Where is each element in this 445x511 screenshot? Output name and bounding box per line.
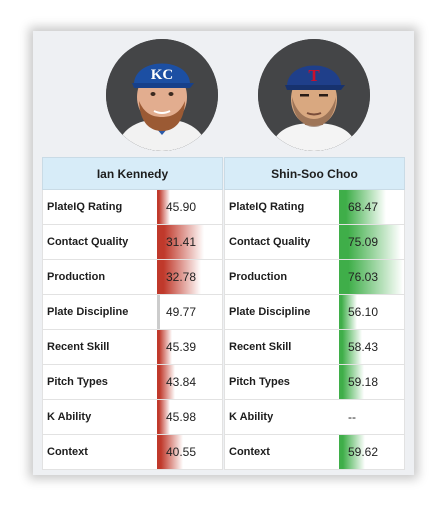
metric-value-cell: 49.77 bbox=[157, 295, 222, 329]
metric-row: Recent Skill 58.43 bbox=[224, 330, 405, 365]
metric-label: Context bbox=[47, 446, 88, 458]
metric-value-cell: 58.43 bbox=[339, 330, 404, 364]
metric-label: Contact Quality bbox=[47, 236, 129, 248]
metric-value-cell: 76.03 bbox=[339, 260, 404, 294]
svg-text:T: T bbox=[308, 66, 320, 85]
metric-value: 31.41 bbox=[166, 235, 197, 249]
metric-value: 58.43 bbox=[348, 340, 379, 354]
player-headshot-icon: T bbox=[258, 39, 370, 151]
metric-value-cell: 59.62 bbox=[339, 435, 404, 469]
metric-row: K Ability 45.98 bbox=[42, 400, 223, 435]
metric-value: 40.55 bbox=[166, 445, 197, 459]
metric-value-cell: 75.09 bbox=[339, 225, 404, 259]
metric-label: K Ability bbox=[47, 411, 92, 423]
metric-value-cell: 45.39 bbox=[157, 330, 222, 364]
metric-value-cell: 32.78 bbox=[157, 260, 222, 294]
metric-label: Recent Skill bbox=[47, 341, 110, 353]
metric-value-cell: 59.18 bbox=[339, 365, 404, 399]
metric-row: Contact Quality 31.41 bbox=[42, 225, 223, 260]
metric-label: Context bbox=[229, 446, 270, 458]
metric-value-cell: 68.47 bbox=[339, 190, 404, 224]
metric-row: PlateIQ Rating 45.90 bbox=[42, 190, 223, 225]
metric-row: Production 32.78 bbox=[42, 260, 223, 295]
metric-row: Plate Discipline 49.77 bbox=[42, 295, 223, 330]
metric-label: K Ability bbox=[229, 411, 274, 423]
metric-value: 49.77 bbox=[166, 305, 197, 319]
metric-label: Pitch Types bbox=[47, 376, 108, 388]
metric-value: 68.47 bbox=[348, 200, 379, 214]
metric-row: Recent Skill 45.39 bbox=[42, 330, 223, 365]
player-avatar-left: KC bbox=[106, 39, 218, 151]
metric-value: 43.84 bbox=[166, 375, 197, 389]
player-column-right: Shin-Soo Choo PlateIQ Rating 68.47 Contact… bbox=[224, 157, 405, 470]
metric-value: 75.09 bbox=[348, 235, 379, 249]
player-name-header: Shin-Soo Choo bbox=[224, 157, 405, 190]
metric-row: Pitch Types 43.84 bbox=[42, 365, 223, 400]
metric-row: Context 59.62 bbox=[224, 435, 405, 470]
metric-row: PlateIQ Rating 68.47 bbox=[224, 190, 405, 225]
metric-value: 59.62 bbox=[348, 445, 379, 459]
player-column-left: Ian Kennedy PlateIQ Rating 45.90 Contact Q… bbox=[42, 157, 223, 470]
metric-value: 76.03 bbox=[348, 270, 379, 284]
metric-value: -- bbox=[348, 410, 356, 424]
metric-value: 45.39 bbox=[166, 340, 197, 354]
player-name-header: Ian Kennedy bbox=[42, 157, 223, 190]
player-avatar-right: T bbox=[258, 39, 370, 151]
metric-row: K Ability -- bbox=[224, 400, 405, 435]
metric-row: Contact Quality 75.09 bbox=[224, 225, 405, 260]
metric-value: 56.10 bbox=[348, 305, 379, 319]
metric-row: Context 40.55 bbox=[42, 435, 223, 470]
metric-label: Production bbox=[47, 271, 106, 283]
svg-text:KC: KC bbox=[151, 67, 174, 83]
metric-value-cell: 45.90 bbox=[157, 190, 222, 224]
player-comparison-card: KC T Ian Kennedy PlateIQ Rating 45.90 Cont… bbox=[33, 31, 414, 475]
metric-label: PlateIQ Rating bbox=[47, 201, 123, 213]
metric-value: 32.78 bbox=[166, 270, 197, 284]
player-headshot-icon: KC bbox=[106, 39, 218, 151]
metric-row: Pitch Types 59.18 bbox=[224, 365, 405, 400]
metric-label: Plate Discipline bbox=[229, 306, 311, 318]
metric-value: 45.90 bbox=[166, 200, 197, 214]
metric-value-cell: 56.10 bbox=[339, 295, 404, 329]
metric-level-bar bbox=[157, 295, 160, 329]
metric-label: PlateIQ Rating bbox=[229, 201, 305, 213]
metric-value-cell: 31.41 bbox=[157, 225, 222, 259]
metric-row: Plate Discipline 56.10 bbox=[224, 295, 405, 330]
metric-label: Contact Quality bbox=[229, 236, 311, 248]
metric-value: 59.18 bbox=[348, 375, 379, 389]
metric-value-cell: 40.55 bbox=[157, 435, 222, 469]
metric-label: Production bbox=[229, 271, 288, 283]
metric-label: Plate Discipline bbox=[47, 306, 129, 318]
metric-label: Pitch Types bbox=[229, 376, 290, 388]
metric-row: Production 76.03 bbox=[224, 260, 405, 295]
metric-value-cell: 43.84 bbox=[157, 365, 222, 399]
metric-value: 45.98 bbox=[166, 410, 197, 424]
metric-label: Recent Skill bbox=[229, 341, 292, 353]
metric-value-cell: 45.98 bbox=[157, 400, 222, 434]
metric-value-cell: -- bbox=[339, 400, 404, 434]
